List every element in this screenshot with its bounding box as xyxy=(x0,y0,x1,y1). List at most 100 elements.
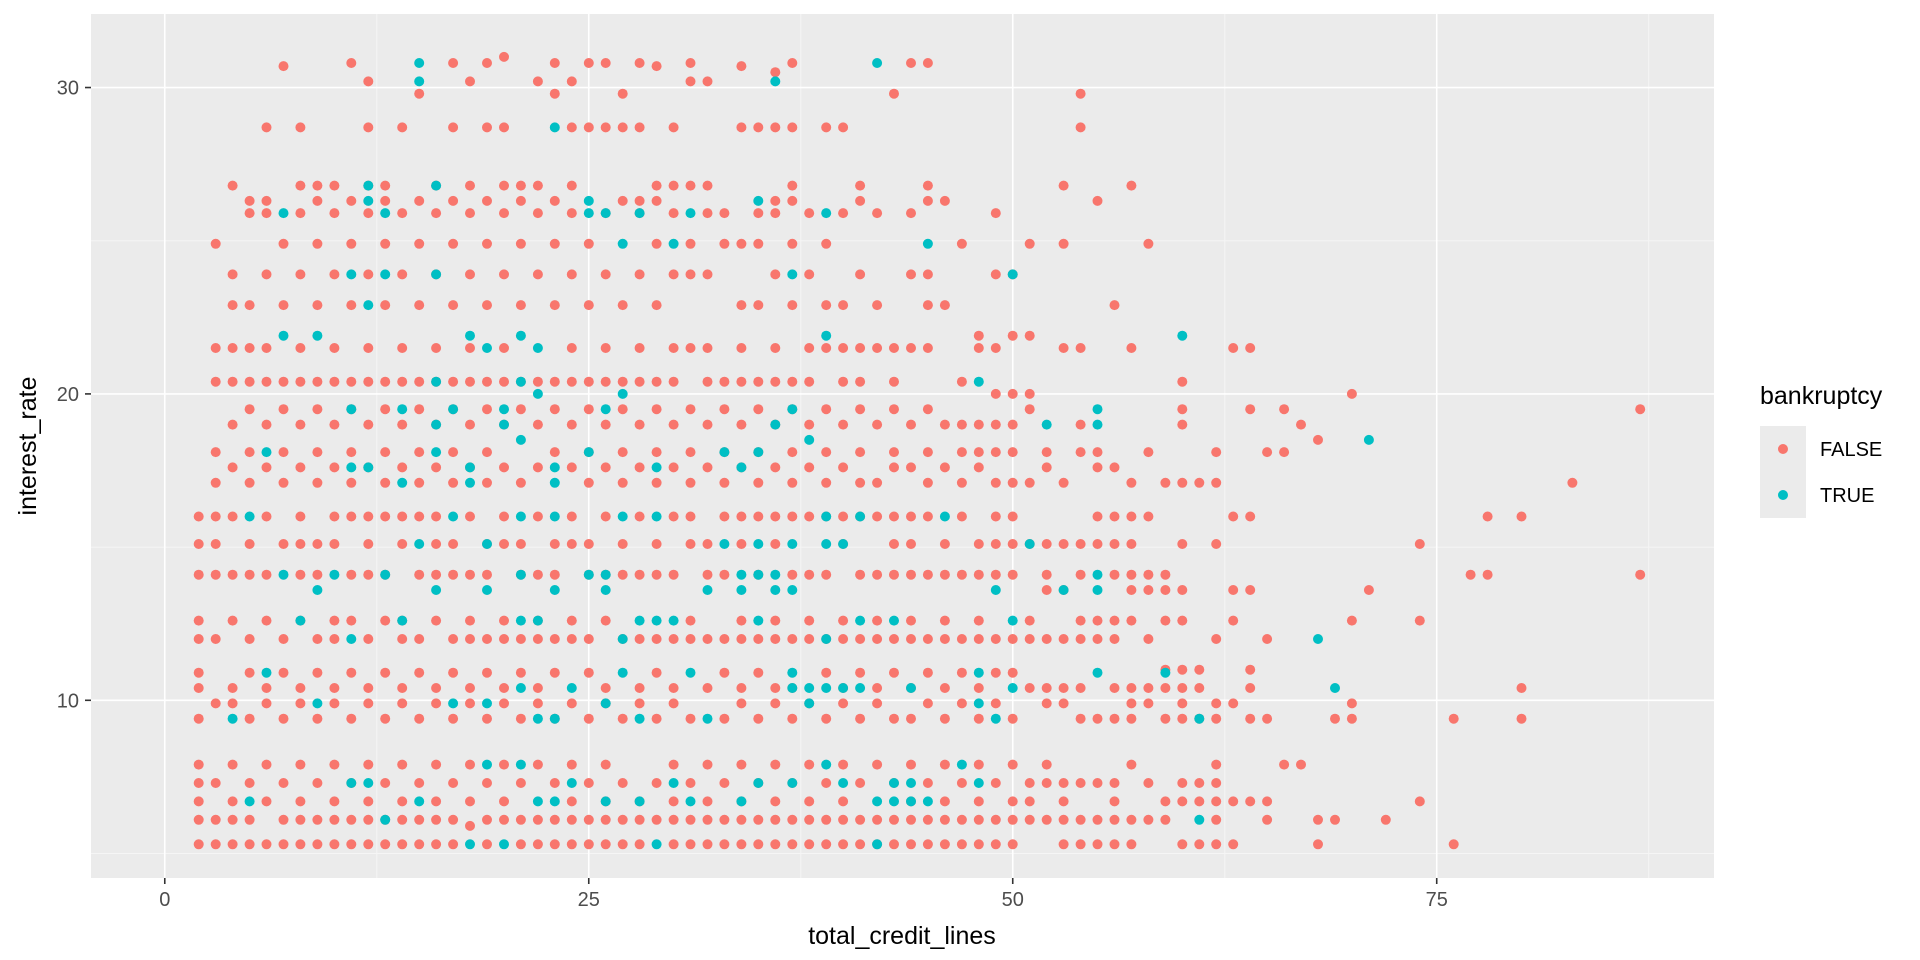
data-point-false xyxy=(397,343,408,353)
data-point-false xyxy=(227,569,238,580)
data-point-false xyxy=(312,839,323,850)
data-point-false xyxy=(1109,839,1120,850)
data-point-false xyxy=(719,713,730,724)
data-point-false xyxy=(227,683,238,693)
data-point-false xyxy=(617,778,628,788)
data-point-false xyxy=(973,796,984,807)
data-point-false xyxy=(872,511,883,522)
data-point-false xyxy=(193,796,204,807)
data-point-false xyxy=(1109,713,1120,724)
data-point-false xyxy=(295,419,306,430)
data-point-false xyxy=(770,615,781,626)
data-point-false xyxy=(397,539,408,549)
data-point-false xyxy=(329,269,340,280)
data-point-true xyxy=(600,796,611,807)
data-point-true xyxy=(380,569,391,580)
data-point-false xyxy=(634,569,645,580)
data-point-false xyxy=(838,759,849,770)
legend: bankruptcy FALSE TRUE xyxy=(1760,382,1883,518)
data-point-false xyxy=(702,180,713,191)
data-point-false xyxy=(804,511,815,522)
data-point-false xyxy=(990,269,1001,280)
data-point-false xyxy=(1635,404,1646,415)
data-point-false xyxy=(668,511,679,522)
data-point-false xyxy=(1075,778,1086,788)
data-point-false xyxy=(1346,615,1357,626)
data-point-false xyxy=(210,376,221,387)
data-point-false xyxy=(448,814,459,825)
data-point-false xyxy=(380,511,391,522)
data-point-false xyxy=(753,713,764,724)
data-point-false xyxy=(482,569,492,580)
data-point-false xyxy=(1126,713,1137,724)
data-point-false xyxy=(1058,343,1069,353)
data-point-false xyxy=(600,122,611,133)
data-point-false xyxy=(838,615,849,626)
data-point-false xyxy=(482,195,492,206)
data-point-false xyxy=(736,419,747,430)
data-point-false xyxy=(499,511,509,522)
data-point-false xyxy=(397,208,408,219)
data-point-false xyxy=(872,343,883,353)
data-point-false xyxy=(1177,698,1188,709)
data-point-false xyxy=(990,539,1001,549)
data-point-false xyxy=(939,814,950,825)
data-point-false xyxy=(532,683,543,693)
data-point-false xyxy=(1245,404,1256,415)
data-point-false xyxy=(549,778,560,788)
data-point-false xyxy=(329,698,340,709)
data-point-false xyxy=(532,269,543,280)
data-point-false xyxy=(1007,839,1018,850)
data-point-false xyxy=(906,419,916,430)
data-point-false xyxy=(499,698,509,709)
data-point-false xyxy=(872,634,883,644)
data-point-false xyxy=(1024,615,1035,626)
data-point-false xyxy=(566,462,577,473)
data-point-false xyxy=(872,759,883,770)
data-point-false xyxy=(1075,634,1086,644)
data-point-false xyxy=(685,839,696,850)
data-point-true xyxy=(736,462,747,473)
data-point-false xyxy=(990,814,1001,825)
data-point-false xyxy=(210,569,221,580)
data-point-false xyxy=(922,58,933,68)
data-point-false xyxy=(1177,664,1188,675)
data-point-false xyxy=(973,814,984,825)
data-point-false xyxy=(482,122,492,133)
data-point-false xyxy=(922,569,933,580)
data-point-false xyxy=(278,634,289,644)
data-point-false xyxy=(990,388,1001,399)
data-point-false xyxy=(1160,585,1171,595)
data-point-false xyxy=(295,511,306,522)
data-point-false xyxy=(889,839,899,850)
data-point-false xyxy=(244,208,255,219)
data-point-false xyxy=(312,300,323,311)
y-axis-title: interest_rate xyxy=(14,377,42,516)
data-point-false xyxy=(465,634,475,644)
data-point-true xyxy=(549,713,560,724)
data-point-false xyxy=(770,195,781,206)
data-point-false xyxy=(1126,814,1137,825)
data-point-false xyxy=(1058,839,1069,850)
data-point-false xyxy=(1414,796,1425,807)
data-point-true xyxy=(973,376,984,387)
data-point-false xyxy=(1245,796,1256,807)
data-point-false xyxy=(414,713,425,724)
data-point-false xyxy=(1177,585,1188,595)
data-point-false xyxy=(651,814,662,825)
data-point-false xyxy=(1041,759,1052,770)
data-point-false xyxy=(1007,713,1018,724)
data-point-false xyxy=(1024,330,1035,341)
y-tick-label: 30 xyxy=(57,78,79,100)
data-point-false xyxy=(956,569,967,580)
data-point-false xyxy=(295,839,306,850)
data-point-true xyxy=(312,585,323,595)
data-point-true xyxy=(227,713,238,724)
data-point-false xyxy=(634,58,645,68)
data-point-false xyxy=(1041,814,1052,825)
data-point-false xyxy=(1262,713,1273,724)
data-point-false xyxy=(651,376,662,387)
data-point-true xyxy=(532,343,543,353)
data-point-false xyxy=(1075,343,1086,353)
data-point-false xyxy=(1160,477,1171,488)
